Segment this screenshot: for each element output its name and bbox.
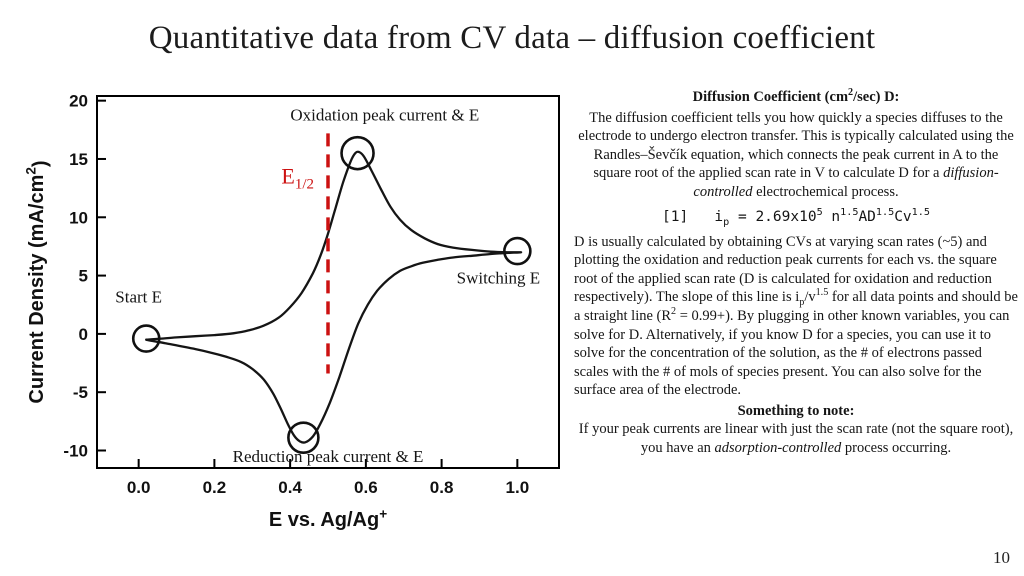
notes-paragraph-2: D is usually calculated by obtaining CVs… xyxy=(574,233,1018,399)
y-tick-label: 20 xyxy=(69,92,88,111)
cv-curve xyxy=(145,150,523,444)
x-tick-label: 0.8 xyxy=(430,478,454,497)
start-marker xyxy=(131,324,161,353)
y-tick-label: -5 xyxy=(73,383,88,402)
switching-marker xyxy=(503,236,532,266)
x-tick-label: 1.0 xyxy=(506,478,530,497)
y-tick-label: -10 xyxy=(63,442,88,461)
x-axis-label: E vs. Ag/Ag+ xyxy=(269,507,387,531)
y-tick-label: 5 xyxy=(79,267,88,286)
note-body: If your peak currents are linear with ju… xyxy=(578,421,1014,456)
y-tick-label: 15 xyxy=(69,150,88,169)
oxidation-peak-label: Oxidation peak current & E xyxy=(290,105,479,124)
notes-paragraph-1: The diffusion coefficient tells you how … xyxy=(578,109,1014,200)
y-tick-label: 10 xyxy=(69,208,88,227)
reduction-peak-label: Reduction peak current & E xyxy=(233,447,424,466)
slide-title: Quantitative data from CV data – diffusi… xyxy=(148,20,876,56)
chart-svg: 0.0 0.2 0.4 0.6 0.8 1.0 -10 -5 0 5 10 15 20 E vs. Ag/… xyxy=(24,92,560,531)
y-tick-label: 0 xyxy=(79,325,88,344)
switching-e-label: Switching E xyxy=(457,269,541,288)
notes-panel: Diffusion Coefficient (cm2/sec) D: The d… xyxy=(574,88,1018,457)
notes-heading: Diffusion Coefficient (cm2/sec) D: xyxy=(692,87,900,105)
e-half-label: E1/2 xyxy=(281,163,314,192)
axis-ticks: 0.0 0.2 0.4 0.6 0.8 1.0 -10 -5 0 5 10 15 20 xyxy=(63,92,529,497)
note-heading: Something to note: xyxy=(737,402,855,419)
start-e-label: Start E xyxy=(115,287,162,306)
x-tick-label: 0.6 xyxy=(354,478,378,497)
cv-chart: 0.0 0.2 0.4 0.6 0.8 1.0 -10 -5 0 5 10 15 20 E vs. Ag/… xyxy=(24,82,570,552)
page-number: 10 xyxy=(993,548,1010,567)
reduction-peak-marker xyxy=(287,421,320,454)
y-axis-label: Current Density (mA/cm2) xyxy=(25,160,52,403)
x-tick-label: 0.0 xyxy=(127,478,151,497)
x-tick-label: 0.2 xyxy=(203,478,227,497)
plot-frame xyxy=(96,95,560,469)
oxidation-peak-marker xyxy=(340,135,375,171)
randles-sevcik-equation: [1] ip = 2.69x105 n1.5AD1.5Cv1.5 xyxy=(662,207,930,229)
x-tick-label: 0.4 xyxy=(278,478,302,497)
